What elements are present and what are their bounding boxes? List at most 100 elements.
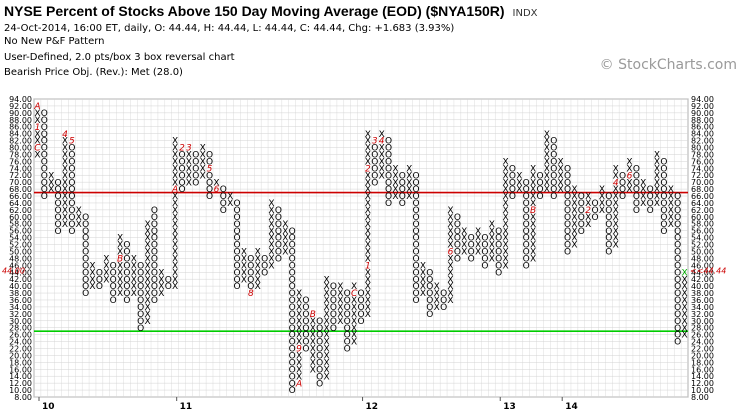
y-tick-label-left: 36.00 — [9, 296, 32, 305]
pf-x-mark: X — [365, 151, 371, 161]
pf-x-mark: X — [145, 255, 151, 265]
pf-o-mark: O — [454, 241, 461, 251]
pf-o-mark: O — [289, 310, 296, 320]
pf-o-mark: O — [316, 324, 323, 334]
pf-month-mark: 5 — [69, 137, 75, 147]
pf-x-mark: X — [351, 310, 357, 320]
pf-o-mark: O — [192, 178, 199, 188]
pf-x-mark: X — [502, 206, 508, 216]
pf-o-mark: O — [41, 123, 48, 133]
y-tick-label-right: 20.00 — [691, 351, 714, 360]
pf-o-mark: O — [289, 372, 296, 382]
pf-o-mark: O — [413, 171, 420, 181]
pf-x-mark: X — [117, 282, 123, 292]
pf-x-mark: X — [172, 282, 178, 292]
pf-x-mark: X — [62, 178, 68, 188]
pf-x-mark: X — [296, 296, 302, 306]
pf-o-mark: O — [660, 192, 667, 202]
pf-x-mark: X — [654, 185, 660, 195]
pf-o-mark: O — [413, 178, 420, 188]
pf-o-mark: O — [110, 268, 117, 278]
pf-x-mark: X — [172, 206, 178, 216]
pf-o-mark: O — [110, 289, 117, 299]
pf-x-mark: X — [544, 144, 550, 154]
pf-o-mark: O — [247, 255, 254, 265]
pf-x-mark: X — [268, 234, 274, 244]
pf-x-mark: X — [34, 116, 40, 126]
pf-o-mark: O — [302, 296, 309, 306]
pf-x-mark: X — [447, 261, 453, 271]
pf-o-mark: O — [234, 206, 241, 216]
pf-o-mark: O — [564, 213, 571, 223]
pf-x-mark: X — [502, 157, 508, 167]
pf-month-mark: 5 — [207, 164, 213, 174]
pf-x-mark: X — [103, 275, 109, 285]
pf-o-mark: O — [68, 164, 75, 174]
pf-x-mark: X — [502, 171, 508, 181]
pf-x-mark: X — [640, 199, 646, 209]
pf-o-mark: O — [302, 317, 309, 327]
y-tick-label-right: 72.00 — [691, 171, 714, 180]
pf-x-mark: X — [447, 227, 453, 237]
pf-o-mark: O — [220, 206, 227, 216]
pf-x-mark: X — [530, 234, 536, 244]
pf-o-mark: O — [454, 234, 461, 244]
last-price-label-right: <<44.44 — [690, 267, 726, 276]
pf-x-mark: X — [626, 178, 632, 188]
pf-o-mark: O — [633, 192, 640, 202]
pf-o-mark: O — [592, 199, 599, 209]
pf-x-mark: X — [365, 255, 371, 265]
pf-o-mark: O — [289, 386, 296, 396]
pf-x-mark: X — [626, 157, 632, 167]
pf-o-mark: O — [481, 248, 488, 258]
pf-o-mark: O — [275, 213, 282, 223]
pf-x-mark: X — [502, 164, 508, 174]
pf-x-mark: X — [145, 268, 151, 278]
pf-o-mark: O — [578, 213, 585, 223]
pf-o-mark: O — [55, 185, 62, 195]
pf-o-mark: O — [247, 268, 254, 278]
y-tick-label-left: 84.00 — [9, 130, 32, 139]
pf-o-mark: O — [330, 324, 337, 334]
pf-o-mark: O — [674, 268, 681, 278]
pf-o-mark: O — [261, 255, 268, 265]
pf-o-mark: O — [151, 255, 158, 265]
pf-x-mark: X — [255, 255, 261, 265]
pf-o-mark: O — [674, 338, 681, 348]
pf-o-mark: O — [151, 206, 158, 216]
pf-o-mark: O — [344, 303, 351, 313]
pf-o-mark: O — [674, 296, 681, 306]
pf-o-mark: O — [289, 241, 296, 251]
pf-o-mark: O — [674, 331, 681, 341]
watermark: © StockCharts.com — [599, 57, 737, 73]
y-tick-label-left: 44.00 — [9, 268, 32, 277]
pf-x-mark: X — [626, 185, 632, 195]
pf-o-mark: O — [55, 199, 62, 209]
pf-x-mark: X — [131, 289, 137, 299]
pf-x-mark: X — [544, 151, 550, 161]
pf-o-mark: O — [316, 358, 323, 368]
pf-x-mark: X — [89, 261, 95, 271]
pf-x-mark: X — [200, 171, 206, 181]
pf-o-mark: O — [330, 317, 337, 327]
pf-o-mark: O — [151, 241, 158, 251]
pf-o-mark: O — [123, 241, 130, 251]
y-tick-label-left: 52.00 — [9, 241, 32, 250]
pf-o-mark: O — [633, 164, 640, 174]
pf-month-mark: C — [34, 144, 41, 154]
pf-x-mark: X — [544, 185, 550, 195]
pf-o-mark: O — [82, 261, 89, 271]
pf-o-mark: O — [206, 185, 213, 195]
y-tick-label-right: 92.00 — [691, 102, 714, 111]
pf-o-mark: O — [495, 241, 502, 251]
pf-x-mark: X — [255, 261, 261, 271]
pf-o-mark: O — [550, 137, 557, 147]
pf-x-mark: X — [447, 289, 453, 299]
pf-o-mark: O — [550, 144, 557, 154]
pf-o-mark: O — [68, 213, 75, 223]
pf-x-mark: X — [654, 192, 660, 202]
pf-x-mark: X — [351, 324, 357, 334]
pf-o-mark: O — [82, 289, 89, 299]
pf-x-mark: X — [640, 185, 646, 195]
pf-x-mark: X — [117, 275, 123, 285]
